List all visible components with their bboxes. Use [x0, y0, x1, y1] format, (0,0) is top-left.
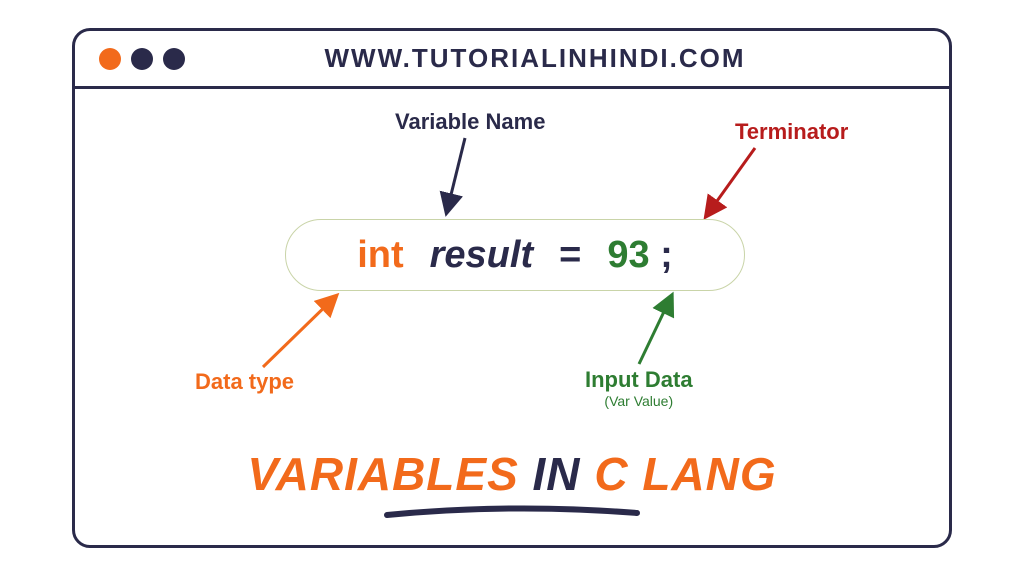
label-variable-name: Variable Name — [395, 109, 545, 135]
diagram-canvas: Variable Name Terminator Data type Input… — [75, 89, 949, 545]
browser-window: WWW.TUTORIALINHINDI.COM Variable Name Te… — [72, 28, 952, 548]
label-input-data: Input Data (Var Value) — [585, 367, 693, 409]
window-dots — [99, 48, 185, 70]
dot-2 — [131, 48, 153, 70]
arrow-terminator — [695, 143, 775, 225]
label-input-data-sub: (Var Value) — [585, 393, 693, 409]
titlebar: WWW.TUTORIALINHINDI.COM — [75, 31, 949, 89]
token-value: 93 — [607, 234, 649, 276]
token-equals: = — [559, 234, 581, 277]
headline-word-3: C LANG — [594, 448, 776, 500]
url-text: WWW.TUTORIALINHINDI.COM — [225, 43, 845, 74]
arrow-data-type — [255, 289, 355, 373]
dot-3 — [163, 48, 185, 70]
headline: VARIABLES IN C LANG — [75, 447, 949, 501]
dot-1 — [99, 48, 121, 70]
token-variable-name: result — [430, 234, 533, 277]
arrow-variable-name — [435, 133, 495, 223]
headline-underline — [382, 503, 642, 523]
headline-word-1: VARIABLES — [247, 448, 518, 500]
token-terminator: ; — [660, 234, 673, 276]
arrow-input-data — [629, 289, 689, 369]
code-box: int result = 93 ; — [285, 219, 745, 291]
label-terminator: Terminator — [735, 119, 848, 145]
headline-word-2: IN — [533, 448, 581, 500]
label-input-data-text: Input Data — [585, 367, 693, 392]
token-data-type: int — [357, 234, 403, 277]
